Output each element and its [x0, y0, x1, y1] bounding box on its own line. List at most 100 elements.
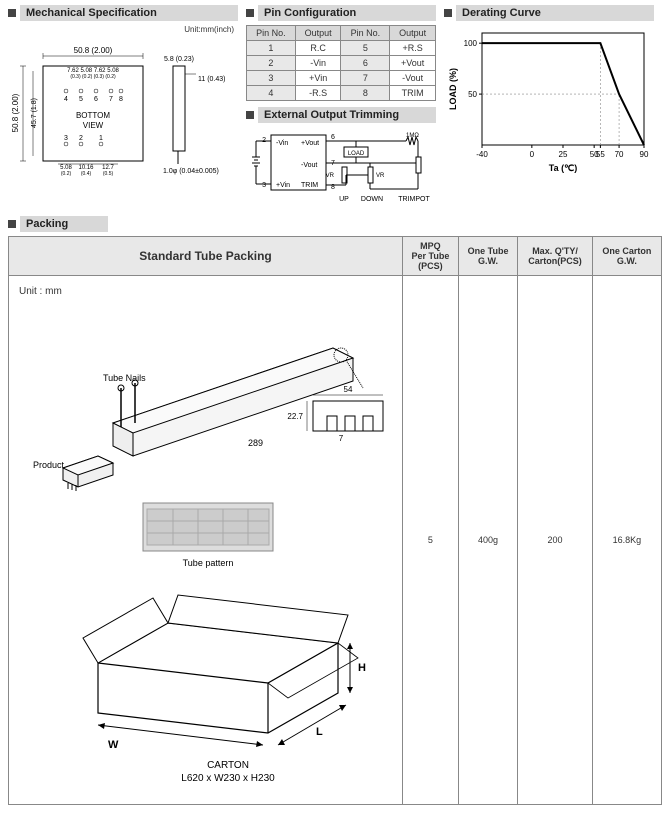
- svg-text:(0.3) (0.2) (0.3) (0.2): (0.3) (0.2) (0.3) (0.2): [70, 74, 116, 80]
- pin-cell: 1: [247, 41, 296, 56]
- pin-cell: -R.S: [295, 86, 341, 101]
- pin-cell: 2: [247, 56, 296, 71]
- section-packing: Packing: [8, 216, 108, 232]
- svg-text:2: 2: [79, 135, 83, 142]
- svg-text:54: 54: [344, 385, 353, 394]
- derating-chart: 50100-4002550557090LOAD (%)Ta (℃): [444, 25, 654, 165]
- svg-text:5.8 (0.23): 5.8 (0.23): [164, 56, 194, 63]
- svg-text:-Vout: -Vout: [301, 162, 317, 169]
- pin-cell: +Vout: [390, 56, 436, 71]
- pin-th: Output: [390, 26, 436, 41]
- svg-text:Ta (℃): Ta (℃): [549, 163, 577, 173]
- svg-text:70: 70: [615, 150, 624, 159]
- packing-val-tube-gw: 400g: [458, 276, 517, 805]
- svg-text:100: 100: [464, 39, 478, 48]
- svg-text:(0.5): (0.5): [103, 171, 114, 176]
- unit-label: Unit : mm: [13, 280, 398, 303]
- section-title: Mechanical Specification: [20, 5, 238, 21]
- svg-text:7: 7: [339, 434, 344, 443]
- packing-table: Standard Tube Packing MPQ Per Tube (PCS)…: [8, 236, 662, 805]
- section-pin-config: Pin Configuration: [246, 5, 436, 21]
- bullet-icon: [444, 9, 452, 17]
- svg-text:22.7: 22.7: [287, 412, 303, 421]
- svg-text:-40: -40: [476, 150, 488, 159]
- svg-text:LOAD (%): LOAD (%): [448, 68, 458, 110]
- mechanical-drawing: 50.8 (2.00) 7.62 5.08 7.62 5.08 (0.3) (0…: [8, 36, 238, 176]
- packing-th: MPQ Per Tube (PCS): [403, 237, 459, 276]
- svg-text:5: 5: [79, 96, 83, 103]
- svg-text:(0.2): (0.2): [61, 171, 72, 176]
- svg-text:TRIM: TRIM: [301, 182, 318, 189]
- pin-cell: 3: [247, 71, 296, 86]
- svg-text:VR: VR: [326, 173, 335, 179]
- svg-text:W: W: [108, 739, 119, 751]
- dim-w-total: 50.8 (2.00): [74, 46, 113, 55]
- svg-text:TRIMPOT: TRIMPOT: [398, 196, 430, 203]
- bullet-icon: [8, 9, 16, 17]
- svg-text:8: 8: [119, 96, 123, 103]
- pin-cell: +R.S: [390, 41, 436, 56]
- trimming-diagram: 2 3 6 7 8 -Vin +Vin +Vout -Vout TRIM: [246, 127, 436, 208]
- section-title: Derating Curve: [456, 5, 654, 21]
- svg-text:+Vout: +Vout: [301, 140, 319, 147]
- section-title: External Output Trimming: [258, 107, 436, 123]
- pin-cell: 4: [247, 86, 296, 101]
- svg-text:H: H: [358, 662, 366, 674]
- packing-val-carton-gw: 16.8Kg: [592, 276, 661, 805]
- svg-text:3: 3: [64, 135, 68, 142]
- section-derating: Derating Curve: [444, 5, 654, 21]
- bullet-icon: [8, 220, 16, 228]
- pin-cell: 5: [341, 41, 390, 56]
- svg-text:Tube Nails: Tube Nails: [103, 373, 146, 383]
- svg-text:6: 6: [94, 96, 98, 103]
- svg-text:90: 90: [640, 150, 649, 159]
- svg-text:BOTTOM: BOTTOM: [76, 111, 110, 120]
- svg-text:L620 x W230 x H230: L620 x W230 x H230: [181, 773, 275, 784]
- packing-th: One Carton G.W.: [592, 237, 661, 276]
- section-mechanical: Mechanical Specification: [8, 5, 238, 21]
- packing-th: One Tube G.W.: [458, 237, 517, 276]
- svg-text:DOWN: DOWN: [361, 196, 383, 203]
- pin-th: Pin No.: [247, 26, 296, 41]
- packing-diagram: Unit : mm: [13, 280, 398, 800]
- svg-text:3: 3: [262, 182, 266, 189]
- pin-th: Output: [295, 26, 341, 41]
- pin-cell: 7: [341, 71, 390, 86]
- svg-text:11 (0.43): 11 (0.43): [198, 76, 226, 83]
- svg-text:50: 50: [468, 90, 477, 99]
- bullet-icon: [246, 111, 254, 119]
- svg-text:VR: VR: [376, 173, 385, 179]
- pin-cell: TRIM: [390, 86, 436, 101]
- packing-val-carton-qty: 200: [518, 276, 593, 805]
- section-title: Pin Configuration: [258, 5, 436, 21]
- pin-cell: -Vout: [390, 71, 436, 86]
- svg-text:4: 4: [64, 96, 68, 103]
- svg-text:1MΩ: 1MΩ: [406, 133, 419, 139]
- svg-text:L: L: [316, 726, 323, 738]
- svg-text:LOAD: LOAD: [348, 151, 365, 157]
- svg-text:UP: UP: [339, 196, 349, 203]
- svg-text:VIEW: VIEW: [83, 121, 104, 130]
- svg-text:289: 289: [248, 438, 263, 448]
- svg-text:1: 1: [99, 135, 103, 142]
- bullet-icon: [246, 9, 254, 17]
- section-title: Packing: [20, 216, 108, 232]
- svg-text:25: 25: [559, 150, 568, 159]
- svg-text:(0.4): (0.4): [81, 171, 92, 176]
- svg-text:1.0φ (0.04±0.005): 1.0φ (0.04±0.005): [163, 168, 219, 175]
- packing-th: Standard Tube Packing: [9, 237, 403, 276]
- svg-text:55: 55: [596, 150, 605, 159]
- svg-text:50.8 (2.00): 50.8 (2.00): [11, 93, 20, 132]
- svg-text:45.7 (1.8): 45.7 (1.8): [31, 98, 38, 128]
- svg-text:Product: Product: [33, 460, 65, 470]
- packing-val-mpq: 5: [403, 276, 459, 805]
- pin-cell: 6: [341, 56, 390, 71]
- section-trimming: External Output Trimming: [246, 107, 436, 123]
- svg-text:Tube pattern: Tube pattern: [183, 558, 234, 568]
- packing-th: Max. Q'TY/ Carton(PCS): [518, 237, 593, 276]
- pin-cell: -Vin: [295, 56, 341, 71]
- svg-text:CARTON: CARTON: [207, 760, 249, 771]
- pin-cell: R.C: [295, 41, 341, 56]
- pin-cell: +Vin: [295, 71, 341, 86]
- svg-text:-Vin: -Vin: [276, 140, 288, 147]
